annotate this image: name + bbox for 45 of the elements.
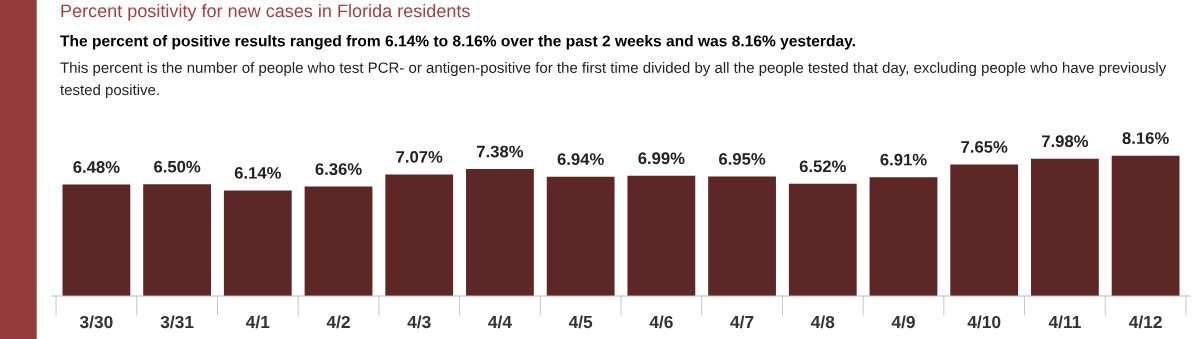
data-label: 6.14% <box>234 166 281 179</box>
text: This percent is the number of people who test PCR- or antigen-positive for the first time divided by all the people tested that day, excluding people who have previously tested positive. <box>60 62 1167 99</box>
x-tick-label: 4/11 <box>1048 315 1081 329</box>
bar <box>788 183 857 296</box>
x-tick-label: 4/4 <box>488 315 512 329</box>
bar <box>950 164 1019 296</box>
data-label: 7.65% <box>961 140 1008 153</box>
data-label: 6.95% <box>719 153 766 165</box>
bar <box>62 184 131 296</box>
x-tick-label: 4/3 <box>407 315 431 329</box>
data-label: 6.36% <box>315 163 362 175</box>
bar <box>385 174 454 296</box>
bar <box>223 190 292 296</box>
x-tick-label: 4/9 <box>891 315 915 329</box>
data-label: 6.91% <box>880 153 927 166</box>
x-tick-label: 4/8 <box>810 315 835 329</box>
x-tick-label: 4/7 <box>730 315 754 329</box>
x-tick-label: 3/31 <box>160 315 194 329</box>
chart-subtitle: The percent of positive results ranged from 6.14% to 8.16% over the past 2 weeks and was 8.16% yesterday. <box>60 35 855 50</box>
data-label: 7.07% <box>396 150 443 163</box>
x-tick-label: 4/10 <box>967 315 1001 329</box>
data-label: 8.16% <box>1122 132 1169 145</box>
bar <box>546 176 615 296</box>
x-tick-label: 4/1 <box>246 315 270 329</box>
x-tick-label: 3/30 <box>79 315 113 329</box>
x-tick-label: 4/6 <box>649 315 673 329</box>
data-label: 6.94% <box>557 153 604 166</box>
x-tick-label: 4/12 <box>1128 315 1162 329</box>
bar <box>304 186 373 296</box>
bar <box>1031 158 1099 296</box>
x-tick-label: 4/2 <box>326 315 350 329</box>
bar <box>627 175 696 296</box>
data-label: 7.38% <box>477 145 524 158</box>
bar <box>466 169 534 296</box>
x-tick-label: 4/5 <box>568 315 593 329</box>
data-label: 6.50% <box>154 160 201 173</box>
data-label: 6.48% <box>73 161 120 173</box>
bar <box>1111 155 1180 296</box>
data-label: 7.98% <box>1041 135 1089 148</box>
data-label: 6.99% <box>638 152 685 165</box>
bar <box>708 176 776 296</box>
chart-title: Percent positivity for new cases in Florida residents <box>61 4 470 21</box>
bar <box>143 184 211 296</box>
bar <box>869 177 938 296</box>
data-label: 6.52% <box>799 160 846 173</box>
